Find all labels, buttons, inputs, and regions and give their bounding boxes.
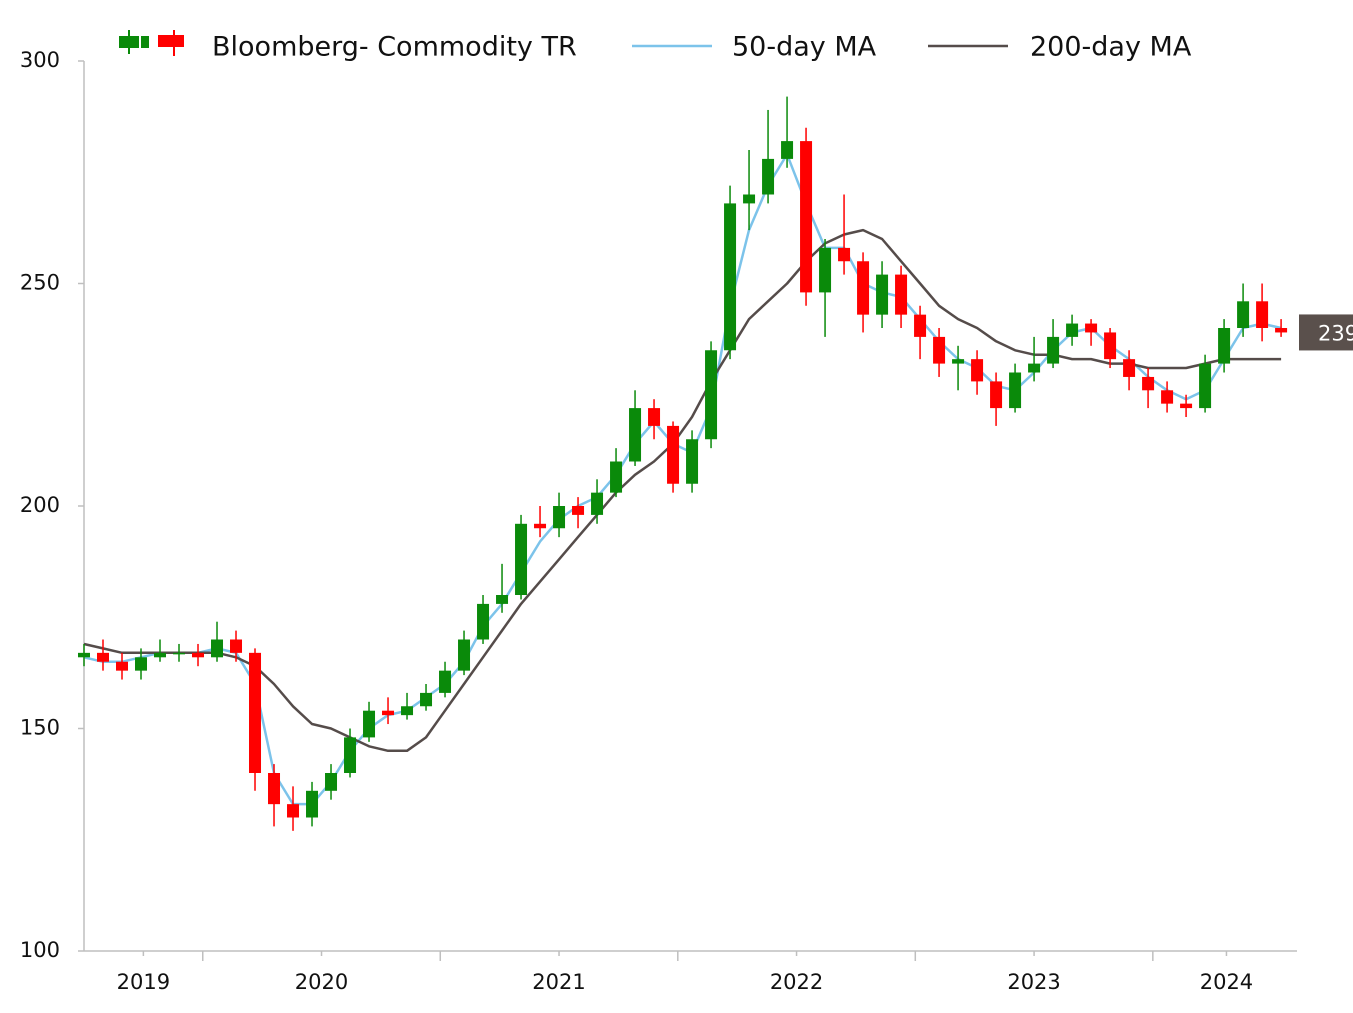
candle-body <box>724 203 737 351</box>
candle-body <box>534 523 547 529</box>
candle-body <box>591 492 604 515</box>
candle-body <box>1237 301 1250 328</box>
candle-body <box>1047 336 1060 364</box>
candle-body <box>990 381 1003 409</box>
candle-body <box>306 790 319 818</box>
y-tick-label: 100 <box>20 938 60 962</box>
candle-body <box>420 692 433 707</box>
candle-body <box>439 670 452 693</box>
ma-line <box>83 228 1282 753</box>
candle-body <box>1218 328 1231 364</box>
candle-body <box>173 652 186 655</box>
candle-body <box>515 523 528 595</box>
y-tick-label: 150 <box>20 716 60 740</box>
x-tick-label: 2019 <box>117 970 170 994</box>
candle-body <box>895 274 908 315</box>
candle-body <box>1275 328 1288 333</box>
candle-body <box>914 314 927 337</box>
candle-body <box>1066 323 1079 337</box>
candle-body <box>1123 359 1136 377</box>
candle-body <box>933 336 946 364</box>
candle-body <box>1199 363 1212 409</box>
candle-body <box>686 439 699 484</box>
candle-body <box>971 359 984 382</box>
candle-body <box>496 595 509 604</box>
candle-body <box>781 141 794 159</box>
candle-body <box>610 461 623 493</box>
candle-body <box>477 603 490 640</box>
candle-body <box>1009 372 1022 409</box>
candle-body <box>1028 363 1041 373</box>
legend: Bloomberg- Commodity TR 50-day MA 200-da… <box>119 30 1192 63</box>
candle-body <box>1180 403 1193 409</box>
candle-body <box>211 639 224 658</box>
candle-body <box>629 408 642 462</box>
candle-body <box>553 506 566 529</box>
price-tag-box <box>1299 314 1353 351</box>
candle-body <box>1142 376 1155 391</box>
candle-body <box>325 773 338 791</box>
legend-up-body-2 <box>141 36 149 48</box>
candle-body <box>154 652 167 658</box>
candle-body <box>401 706 414 716</box>
candle-body <box>1085 323 1098 333</box>
candle-body <box>838 247 851 262</box>
candle-body <box>1104 332 1117 360</box>
candle-body <box>819 247 832 293</box>
candle-body <box>876 274 889 315</box>
candle-body <box>230 639 243 653</box>
candle-body <box>249 652 262 773</box>
candle-body <box>800 141 813 293</box>
candle-body <box>192 652 205 658</box>
candle-body <box>287 804 300 818</box>
candle-body <box>762 158 775 195</box>
candle-body <box>458 639 471 671</box>
candle-body <box>648 408 661 426</box>
legend-up-body <box>119 36 139 48</box>
candle-body <box>268 773 281 805</box>
y-tick-label: 200 <box>20 493 60 517</box>
ma-line <box>83 153 1282 806</box>
legend-label: 200-day MA <box>1030 32 1192 63</box>
candle-body <box>1256 301 1269 328</box>
legend-label: 50-day MA <box>732 32 877 63</box>
candle-body <box>952 359 965 364</box>
candle-body <box>1161 390 1174 404</box>
x-tick-label: 2021 <box>532 970 585 994</box>
candle-body <box>135 657 148 671</box>
candle-body <box>344 737 357 773</box>
candle-body <box>382 710 395 716</box>
y-tick-label: 300 <box>20 48 60 72</box>
y-tick-label: 250 <box>20 271 60 295</box>
candle-body <box>667 425 680 484</box>
price-tag-label: 239 <box>1318 321 1353 345</box>
x-tick-label: 2024 <box>1200 970 1253 994</box>
candle-body <box>78 652 90 658</box>
candle-body <box>743 194 756 204</box>
candle-body <box>363 710 376 738</box>
candle-body <box>572 506 585 515</box>
legend-label: Bloomberg- Commodity TR <box>212 32 577 63</box>
candle-body <box>116 661 129 671</box>
x-tick-label: 2023 <box>1007 970 1060 994</box>
x-tick-label: 2020 <box>295 970 348 994</box>
x-tick-label: 2022 <box>770 970 823 994</box>
candle-body <box>705 350 718 440</box>
candle-body <box>857 261 870 315</box>
legend-down-body <box>158 35 184 47</box>
candle-body <box>97 652 110 662</box>
